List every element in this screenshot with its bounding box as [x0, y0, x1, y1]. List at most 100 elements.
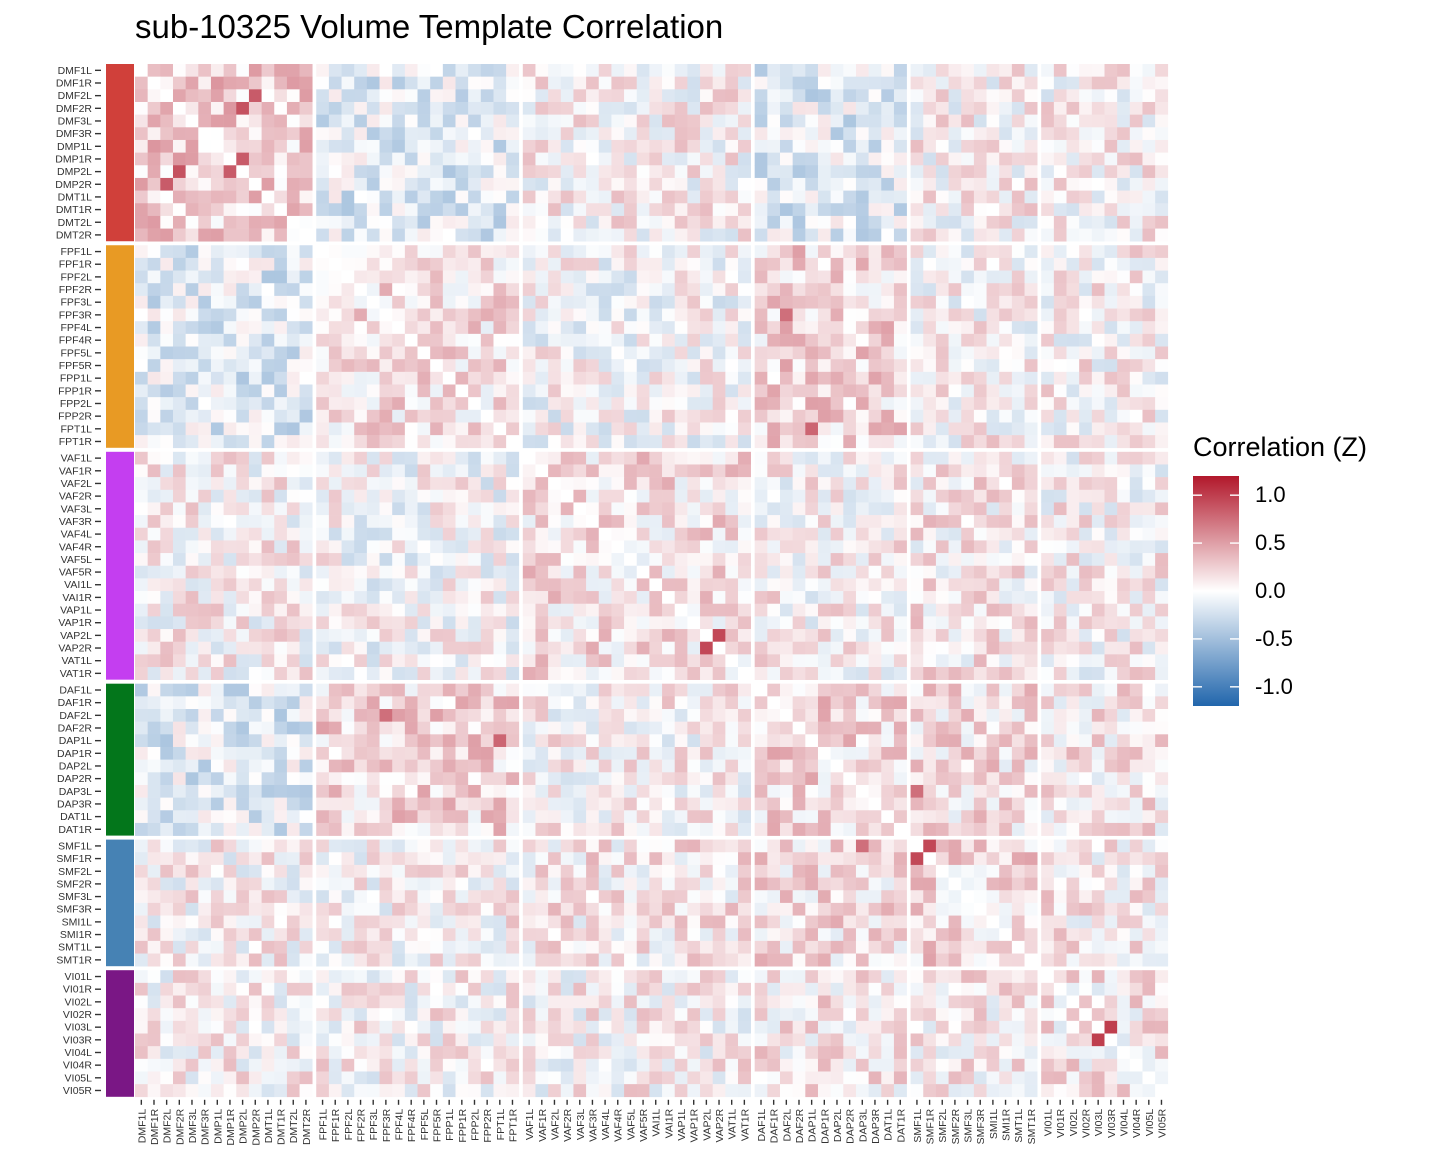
heatmap-cell	[598, 464, 612, 478]
heatmap-cell	[1024, 489, 1038, 503]
heatmap-cell	[480, 553, 494, 567]
heatmap-cell	[316, 257, 330, 271]
heatmap-cell	[881, 346, 895, 360]
heatmap-cell	[1024, 283, 1038, 297]
heatmap-cell	[767, 565, 781, 579]
heatmap-cell	[805, 203, 819, 217]
heatmap-cell	[430, 797, 444, 811]
heatmap-cell	[392, 139, 406, 153]
heatmap-cell	[1024, 553, 1038, 567]
heatmap-cell	[662, 359, 676, 373]
heatmap-cell	[948, 127, 962, 141]
heatmap-cell	[636, 502, 650, 516]
heatmap-cell	[379, 565, 393, 579]
heatmap-cell	[522, 759, 536, 773]
heatmap-cell	[442, 89, 456, 103]
heatmap-cell	[442, 527, 456, 541]
heatmap-cell	[767, 759, 781, 773]
heatmap-cell	[923, 384, 937, 398]
heatmap-cell	[236, 190, 250, 204]
heatmap-cell	[172, 190, 186, 204]
heatmap-cell	[548, 477, 562, 491]
heatmap-cell	[700, 101, 713, 115]
heatmap-cell	[573, 696, 587, 710]
heatmap-cell	[480, 759, 494, 773]
heatmap-cell	[611, 464, 625, 478]
heatmap-cell	[893, 527, 907, 541]
heatmap-cell	[961, 409, 975, 423]
heatmap-cell	[792, 641, 806, 655]
heatmap-cell	[700, 603, 713, 617]
heatmap-cell	[135, 810, 148, 824]
heatmap-cell	[1079, 451, 1093, 465]
heatmap-cell	[442, 397, 456, 411]
heatmap-cell	[1129, 139, 1143, 153]
heatmap-cell	[881, 270, 895, 284]
heatmap-cell	[341, 629, 355, 642]
heatmap-cell	[649, 591, 663, 605]
heatmap-cell	[586, 772, 600, 786]
heatmap-cell	[506, 152, 520, 166]
heatmap-cell	[404, 114, 418, 128]
heatmap-cell	[442, 759, 456, 773]
heatmap-cell	[341, 696, 355, 710]
heatmap-cell	[1142, 359, 1156, 373]
heatmap-cell	[236, 64, 250, 77]
heatmap-cell	[611, 190, 625, 204]
heatmap-cell	[468, 101, 482, 115]
heatmap-cell	[430, 203, 444, 217]
heatmap-cell	[442, 127, 456, 141]
heatmap-cell	[1024, 784, 1038, 798]
heatmap-cell	[586, 709, 600, 722]
heatmap-cell	[1129, 641, 1143, 655]
heatmap-cell	[135, 734, 148, 748]
heatmap-cell	[923, 822, 937, 836]
heatmap-cell	[999, 190, 1013, 204]
heatmap-cell	[1079, 435, 1093, 449]
heatmap-cell	[366, 683, 380, 697]
heatmap-cell	[923, 64, 937, 77]
heatmap-cell	[535, 76, 549, 90]
heatmap-cell	[1066, 839, 1080, 853]
heatmap-cell	[455, 89, 469, 103]
heatmap-cell	[687, 422, 701, 436]
heatmap-cell	[910, 839, 924, 853]
heatmap-cell	[830, 397, 844, 411]
heatmap-cell	[223, 409, 237, 423]
heatmap-cell	[1091, 464, 1105, 478]
heatmap-cell	[712, 527, 726, 541]
heatmap-cell	[700, 308, 713, 322]
heatmap-cell	[573, 64, 587, 77]
heatmap-cell	[855, 359, 869, 373]
heatmap-cell	[712, 629, 726, 642]
heatmap-cell	[1104, 641, 1118, 655]
heatmap-cell	[792, 359, 806, 373]
heatmap-cell	[923, 746, 937, 760]
heatmap-cell	[910, 591, 924, 605]
heatmap-cell	[417, 629, 431, 642]
heatmap-cell	[210, 683, 224, 697]
heatmap-cell	[198, 527, 212, 541]
heatmap-cell	[573, 709, 587, 722]
heatmap-cell	[1104, 734, 1118, 748]
heatmap-cell	[299, 308, 313, 322]
heatmap-cell	[986, 397, 1000, 411]
heatmap-cell	[830, 464, 844, 478]
heatmap-cell	[535, 540, 549, 554]
heatmap-cell	[910, 641, 924, 655]
heatmap-cell	[986, 333, 1000, 347]
heatmap-cell	[506, 464, 520, 478]
heatmap-cell	[767, 295, 781, 309]
heatmap-cell	[147, 683, 161, 697]
heatmap-cell	[1011, 721, 1025, 735]
heatmap-cell	[198, 101, 212, 115]
heatmap-cell	[185, 603, 199, 617]
heatmap-cell	[1041, 190, 1055, 204]
heatmap-cell	[274, 654, 288, 668]
heatmap-cell	[780, 667, 793, 680]
heatmap-cell	[392, 734, 406, 748]
heatmap-cell	[855, 295, 869, 309]
heatmap-cell	[1104, 321, 1118, 335]
heatmap-cell	[480, 696, 494, 710]
heatmap-cell	[1117, 822, 1131, 836]
